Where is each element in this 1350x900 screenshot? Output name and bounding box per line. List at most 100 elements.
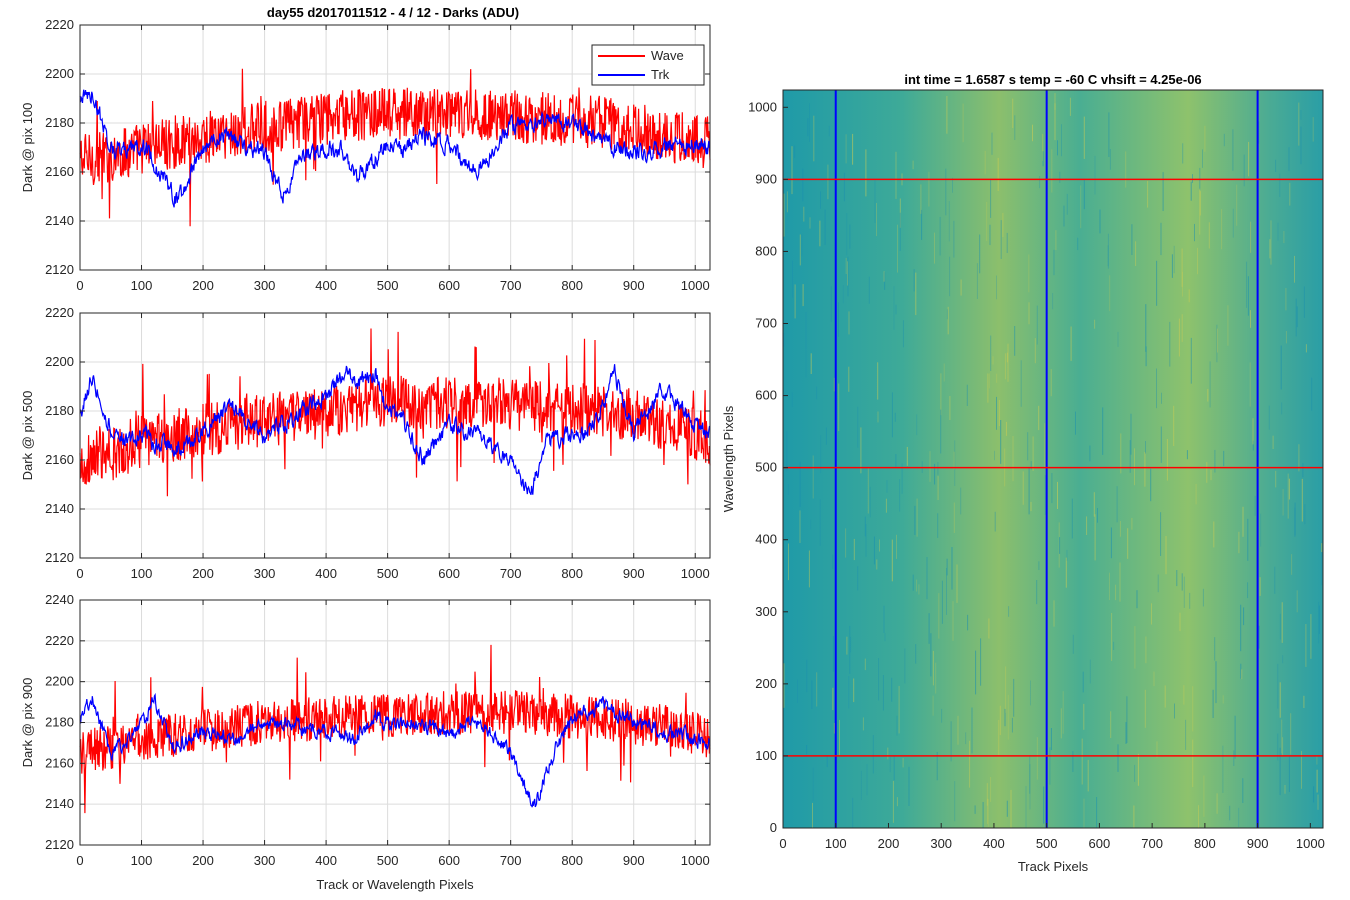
x-tick-label: 100 [131,566,153,581]
x-tick-label: 300 [254,853,276,868]
x-tick-label: 100 [131,278,153,293]
x-tick-label: 900 [623,853,645,868]
y-tick-label: 2200 [45,674,74,689]
y-axis-label: Dark @ pix 100 [20,103,35,193]
series-line-trk [79,89,711,208]
x-tick-label: 700 [500,278,522,293]
series-line-trk [79,692,711,808]
figure-title: day55 d2017011512 - 4 / 12 - Darks (ADU) [267,5,519,20]
y-tick-label: 200 [755,676,777,691]
y-tick-label: 2180 [45,715,74,730]
y-tick-label: 2220 [45,17,74,32]
x-tick-label: 900 [623,278,645,293]
x-tick-label: 200 [192,566,214,581]
x-tick-label: 500 [377,566,399,581]
x-tick-label: 0 [779,836,786,851]
y-tick-label: 300 [755,604,777,619]
y-tick-label: 900 [755,171,777,186]
line-chart-pix-900: 0 100 200 300 400 500 600 700 800 900 1000 2120 2140… [20,592,711,892]
y-tick-label: 2180 [45,403,74,418]
series-line-trk [79,364,711,496]
y-axis-label: Wavelength Pixels [721,405,736,512]
y-tick-label: 2140 [45,501,74,516]
x-tick-label: 1000 [681,853,710,868]
x-tick-label: 400 [315,278,337,293]
x-tick-label: 500 [377,853,399,868]
y-tick-label: 2220 [45,633,74,648]
y-tick-label: 2220 [45,305,74,320]
heatmap-texture [783,93,1323,828]
x-tick-label: 800 [561,278,583,293]
y-tick-label: 600 [755,388,777,403]
x-tick-label: 300 [254,566,276,581]
x-tick-label: 600 [1089,836,1111,851]
x-tick-label: 800 [561,566,583,581]
y-tick-label: 2200 [45,66,74,81]
x-tick-label: 700 [500,853,522,868]
x-tick-label: 0 [76,566,83,581]
x-tick-label: 700 [500,566,522,581]
x-tick-label: 800 [1194,836,1216,851]
x-axis-label: Track or Wavelength Pixels [316,877,474,892]
y-axis-label: Dark @ pix 900 [20,678,35,768]
x-tick-label: 100 [825,836,847,851]
y-tick-label: 700 [755,316,777,331]
x-tick-label: 500 [377,278,399,293]
heatmap-image [783,90,1323,828]
x-tick-label: 600 [438,278,460,293]
y-tick-label: 2160 [45,164,74,179]
x-axis-label: Track Pixels [1018,859,1089,874]
x-tick-label: 0 [76,853,83,868]
y-tick-label: 0 [770,820,777,835]
x-tick-label: 100 [131,853,153,868]
x-tick-label: 200 [192,278,214,293]
heatmap-dark-frame: 0 100 200 300 400 500 600 700 800 900 1000 0 100 200 3… [721,72,1325,874]
x-tick-label: 1000 [681,278,710,293]
x-tick-label: 200 [878,836,900,851]
axes-box [782,89,1324,829]
series-line-wave [79,68,711,227]
legend-label-wave: Wave [651,48,684,63]
y-tick-label: 2120 [45,550,74,565]
y-tick-label: 2200 [45,354,74,369]
series-line-wave [79,644,711,814]
y-tick-label: 2120 [45,262,74,277]
y-tick-label: 2140 [45,796,74,811]
x-tick-label: 300 [930,836,952,851]
x-tick-label: 400 [315,853,337,868]
x-tick-label: 1000 [1296,836,1325,851]
x-tick-label: 1000 [681,566,710,581]
y-tick-label: 2120 [45,837,74,852]
x-tick-label: 800 [561,853,583,868]
y-tick-label: 100 [755,748,777,763]
legend-label-trk: Trk [651,67,670,82]
y-tick-label: 2240 [45,592,74,607]
x-tick-label: 900 [1247,836,1269,851]
heatmap-title: int time = 1.6587 s temp = -60 C vhsift … [904,72,1201,87]
line-chart-pix-500: 0 100 200 300 400 500 600 700 800 900 1000 2120 2140… [20,305,711,581]
x-tick-label: 400 [315,566,337,581]
legend: Wave Trk [591,44,705,86]
x-tick-label: 500 [1036,836,1058,851]
y-axis-label: Dark @ pix 500 [20,391,35,481]
axes-box [79,312,711,559]
legend-box [591,44,705,86]
x-tick-label: 0 [76,278,83,293]
x-tick-label: 600 [438,566,460,581]
y-tick-label: 2160 [45,452,74,467]
x-tick-label: 300 [254,278,276,293]
y-tick-label: 2180 [45,115,74,130]
y-tick-label: 400 [755,532,777,547]
x-tick-label: 600 [438,853,460,868]
x-tick-label: 200 [192,853,214,868]
y-tick-label: 800 [755,243,777,258]
y-tick-label: 500 [755,460,777,475]
x-tick-label: 700 [1141,836,1163,851]
x-tick-label: 400 [983,836,1005,851]
y-tick-label: 1000 [748,99,777,114]
y-tick-label: 2160 [45,755,74,770]
x-tick-label: 900 [623,566,645,581]
axes-box [79,24,711,271]
y-tick-label: 2140 [45,213,74,228]
